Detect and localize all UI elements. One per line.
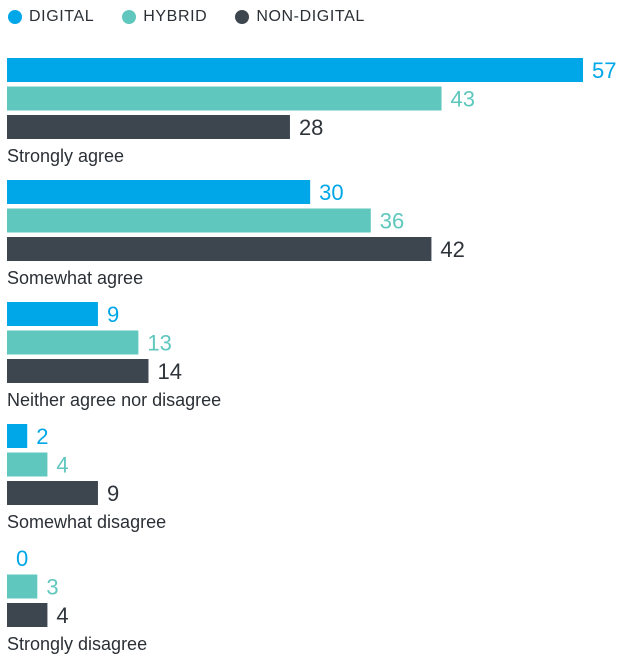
bar-non-digital-somewhat-agree	[7, 237, 432, 261]
value-label-hybrid-somewhat-disagree: 4	[56, 453, 68, 478]
value-label-digital-strongly-agree: 57	[592, 58, 616, 83]
bar-digital-somewhat-agree	[7, 180, 311, 204]
legend-swatch-hybrid	[122, 10, 137, 24]
value-label-non-digital-strongly-disagree: 4	[56, 603, 68, 628]
value-label-digital-somewhat-disagree: 2	[36, 424, 48, 449]
legend-label-digital: DIGITAL	[29, 8, 95, 25]
legend-item-non-digital: NON-DIGITAL	[235, 8, 365, 26]
value-label-non-digital-strongly-agree: 28	[299, 115, 323, 140]
value-label-digital-strongly-disagree: 0	[16, 546, 28, 571]
value-label-non-digital-somewhat-disagree: 9	[107, 481, 119, 506]
value-label-non-digital-somewhat-agree: 42	[440, 237, 464, 262]
category-label-neither-agree-nor-disagree: Neither agree nor disagree	[7, 390, 221, 410]
category-label-strongly-disagree: Strongly disagree	[7, 634, 147, 654]
bar-non-digital-strongly-disagree	[7, 603, 48, 627]
bar-hybrid-strongly-agree	[7, 86, 442, 111]
value-label-hybrid-somewhat-agree: 36	[380, 209, 404, 234]
legend-item-digital: DIGITAL	[8, 8, 94, 26]
bar-non-digital-somewhat-disagree	[7, 481, 98, 505]
value-label-hybrid-strongly-disagree: 3	[46, 575, 58, 600]
bar-digital-somewhat-disagree	[7, 424, 28, 448]
bar-non-digital-strongly-agree	[7, 115, 290, 139]
bar-hybrid-somewhat-disagree	[7, 452, 48, 477]
legend-swatch-digital	[8, 10, 22, 24]
legend-swatch-non-digital	[235, 10, 250, 24]
bar-hybrid-neither-agree-nor-disagree	[7, 330, 139, 355]
bar-digital-strongly-agree	[7, 58, 583, 82]
category-label-somewhat-disagree: Somewhat disagree	[7, 512, 166, 532]
bar-hybrid-strongly-disagree	[7, 574, 38, 599]
legend-label-non-digital: NON-DIGITAL	[256, 8, 365, 25]
category-label-somewhat-agree: Somewhat agree	[7, 268, 143, 288]
category-label-strongly-agree: Strongly agree	[7, 146, 124, 166]
legend: DIGITAL HYBRID NON-DIGITAL	[8, 8, 393, 26]
bar-non-digital-neither-agree-nor-disagree	[7, 359, 149, 383]
bar-hybrid-somewhat-agree	[7, 208, 371, 233]
legend-item-hybrid: HYBRID	[122, 8, 207, 26]
value-label-hybrid-neither-agree-nor-disagree: 13	[147, 331, 171, 356]
value-label-digital-neither-agree-nor-disagree: 9	[107, 302, 119, 327]
legend-label-hybrid: HYBRID	[143, 8, 208, 25]
value-label-hybrid-strongly-agree: 43	[451, 87, 475, 112]
value-label-digital-somewhat-agree: 30	[319, 180, 343, 205]
value-label-non-digital-neither-agree-nor-disagree: 14	[157, 359, 181, 384]
bar-digital-neither-agree-nor-disagree	[7, 302, 98, 326]
